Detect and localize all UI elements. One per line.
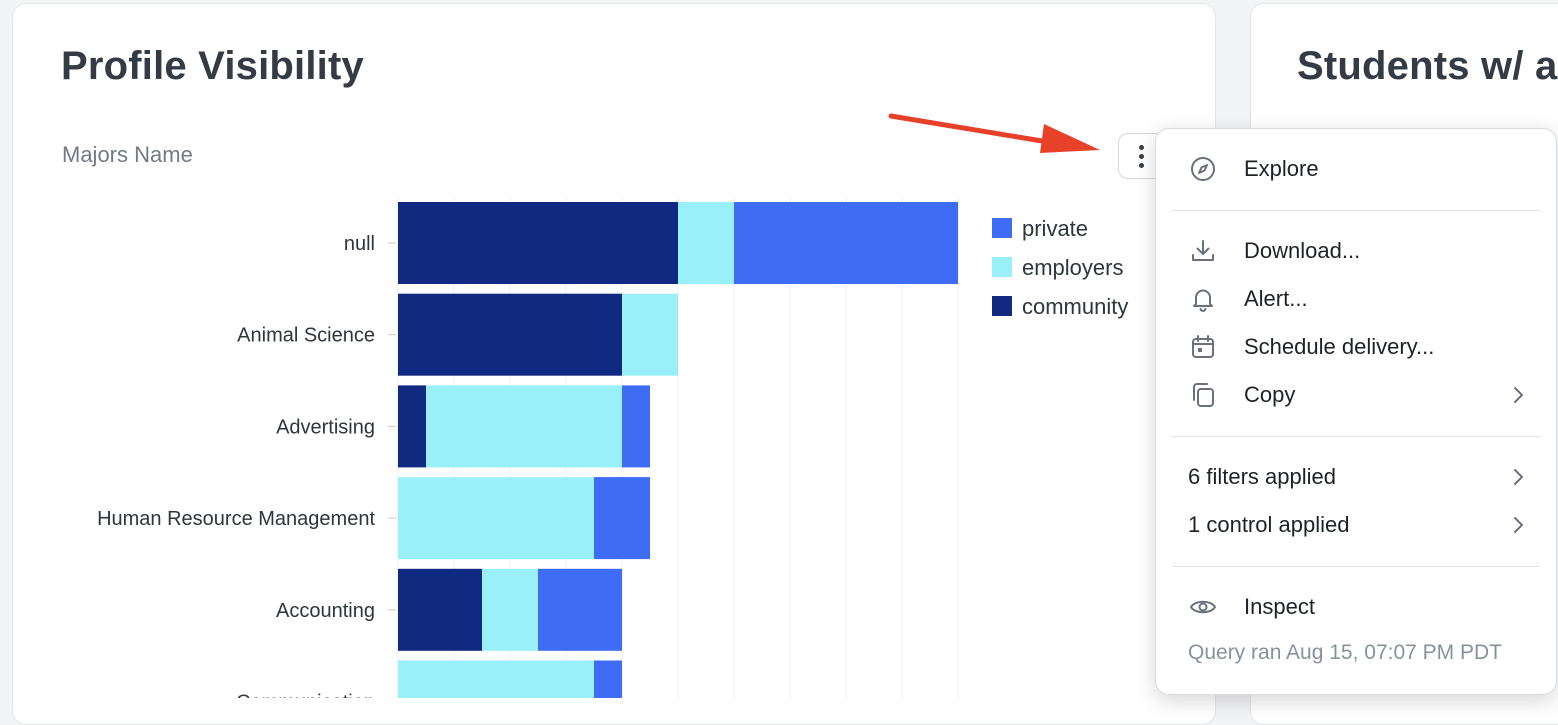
chevron-right-icon bbox=[1514, 517, 1523, 533]
bar-segment-community[interactable] bbox=[398, 293, 622, 376]
menu-item-alert[interactable]: Alert... bbox=[1156, 277, 1556, 321]
calendar-icon bbox=[1192, 335, 1214, 358]
bar-segment-employers[interactable] bbox=[622, 293, 678, 376]
bar-segment-private[interactable] bbox=[594, 660, 622, 699]
bar-segment-private[interactable] bbox=[594, 477, 650, 560]
bar-segment-community[interactable] bbox=[398, 385, 426, 468]
menu-divider bbox=[1172, 566, 1540, 567]
bar-segment-employers[interactable] bbox=[678, 202, 734, 284]
category-label: Accounting bbox=[276, 600, 375, 622]
y-axis-title: Majors Name bbox=[62, 142, 193, 167]
chevron-right-icon bbox=[1514, 469, 1523, 485]
query-timestamp: Query ran Aug 15, 07:07 PM PDT bbox=[1188, 641, 1502, 664]
menu-label: 6 filters applied bbox=[1188, 464, 1336, 489]
category-label: null bbox=[344, 233, 375, 255]
legend-label[interactable]: private bbox=[1022, 216, 1088, 241]
bar-segment-employers[interactable] bbox=[482, 568, 538, 651]
legend-label[interactable]: employers bbox=[1022, 255, 1123, 280]
bar-segment-employers[interactable] bbox=[398, 477, 594, 560]
legend-swatch bbox=[992, 218, 1012, 238]
menu-item-explore[interactable]: Explore bbox=[1156, 147, 1556, 191]
download-icon bbox=[1192, 240, 1214, 261]
bar-segment-private[interactable] bbox=[734, 202, 958, 284]
legend-swatch bbox=[992, 296, 1012, 316]
dot bbox=[1139, 145, 1144, 150]
category-label: Communication bbox=[236, 692, 375, 699]
category-label: Advertising bbox=[276, 416, 375, 438]
chevron-right-icon bbox=[1514, 387, 1523, 403]
menu-item-schedule-delivery[interactable]: Schedule delivery... bbox=[1156, 325, 1556, 369]
bar-segment-employers[interactable] bbox=[426, 385, 622, 468]
card-title-students: Students w/ a bbox=[1297, 44, 1558, 88]
stacked-bar-chart: null Animal Science Advertising Human Resou… bbox=[97, 198, 1128, 699]
menu-divider bbox=[1172, 436, 1540, 437]
bar-segment-community[interactable] bbox=[398, 202, 678, 284]
menu-label: 1 control applied bbox=[1188, 512, 1350, 537]
compass-icon bbox=[1191, 157, 1215, 181]
menu-label: Inspect bbox=[1244, 594, 1315, 619]
category-label: Animal Science bbox=[237, 325, 375, 347]
menu-item-download[interactable]: Download... bbox=[1156, 229, 1556, 273]
dot bbox=[1139, 154, 1144, 159]
bar-segment-private[interactable] bbox=[538, 568, 622, 651]
menu-label: Copy bbox=[1244, 382, 1296, 407]
menu-item-copy[interactable]: Copy bbox=[1156, 373, 1556, 417]
menu-divider bbox=[1172, 210, 1540, 211]
card-title: Profile Visibility bbox=[61, 44, 364, 88]
menu-label: Download... bbox=[1244, 238, 1361, 263]
eye-icon bbox=[1190, 600, 1216, 614]
menu-item-control-applied[interactable]: 1 control applied bbox=[1156, 503, 1556, 547]
dot bbox=[1139, 163, 1144, 168]
copy-icon bbox=[1193, 383, 1214, 407]
menu-item-filters-applied[interactable]: 6 filters applied bbox=[1156, 455, 1556, 499]
bar-segment-employers[interactable] bbox=[398, 660, 594, 699]
chart-options-menu: Explore Download... Alert... Schedule de… bbox=[1155, 128, 1557, 695]
legend-label[interactable]: community bbox=[1022, 294, 1128, 319]
menu-item-inspect[interactable]: Inspect bbox=[1156, 585, 1556, 629]
menu-label: Explore bbox=[1244, 156, 1319, 181]
menu-label: Schedule delivery... bbox=[1244, 334, 1435, 359]
legend-swatch bbox=[992, 257, 1012, 277]
menu-label: Alert... bbox=[1244, 286, 1308, 311]
category-label: Human Resource Management bbox=[97, 508, 375, 530]
bar-segment-private[interactable] bbox=[622, 385, 650, 468]
bar-segment-community[interactable] bbox=[398, 568, 482, 651]
bell-icon bbox=[1193, 289, 1213, 312]
